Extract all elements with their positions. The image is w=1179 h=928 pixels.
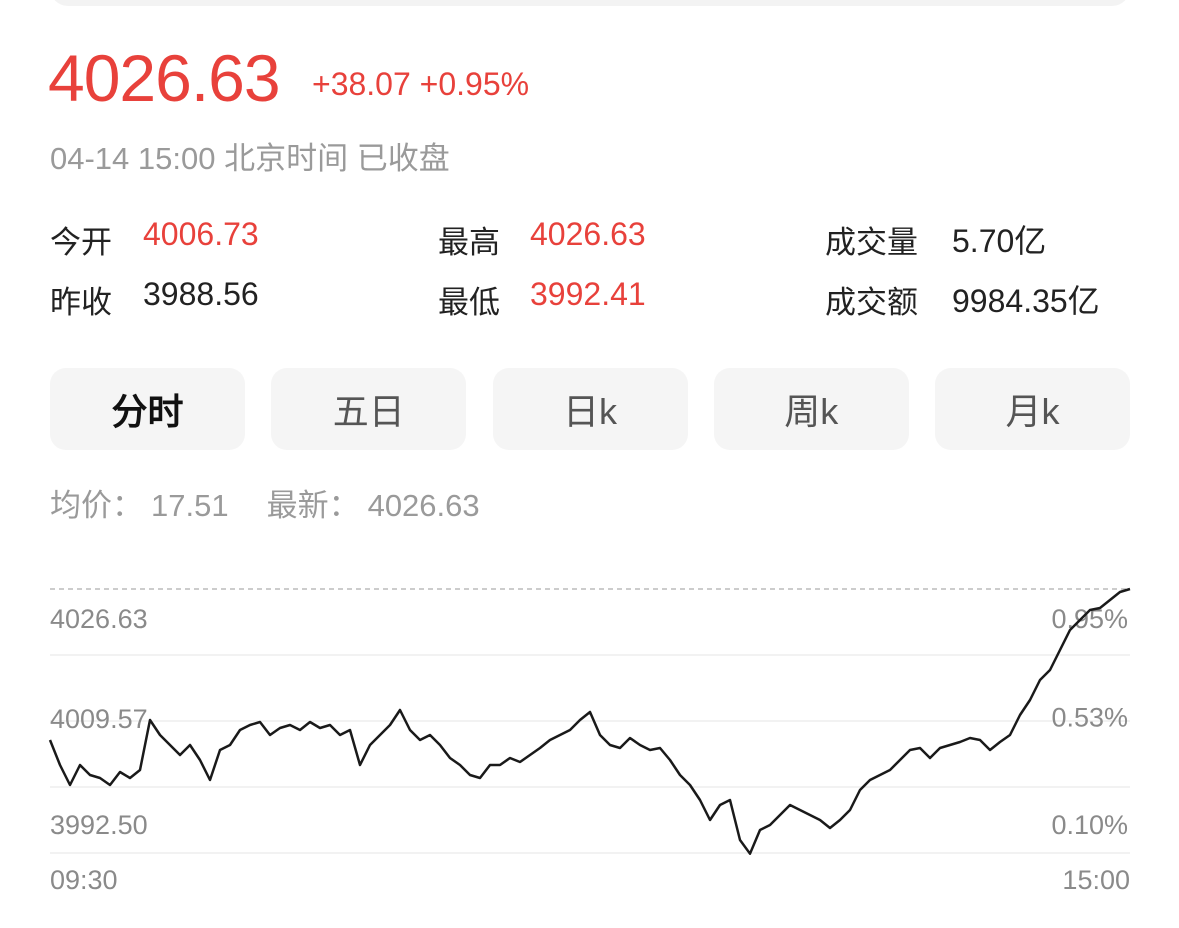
stat-value: 3992.41 xyxy=(530,276,646,312)
info-value: 17.51 xyxy=(151,488,229,523)
y-tick-label: 3992.50 xyxy=(50,810,148,840)
y-tick-label: 4026.63 xyxy=(50,604,148,634)
search-bar[interactable] xyxy=(50,0,1130,6)
stat-value: 5.70亿 xyxy=(952,223,1047,259)
info-label: 均价： xyxy=(50,488,143,523)
change: +38.07 +0.95% xyxy=(312,66,529,103)
info-item: 最新： 4026.63 xyxy=(267,488,488,523)
status: 04-14 15:00 北京时间 已收盘 xyxy=(50,141,450,176)
x-tick-label: 15:00 xyxy=(1062,865,1130,895)
stat-label: 昨收 xyxy=(50,285,112,320)
info: 均价： 17.51 最新： 4026.63 xyxy=(50,480,518,525)
info-label: 最新： xyxy=(266,488,360,523)
change-value: +38.07 xyxy=(312,66,411,102)
stat-value: 3988.56 xyxy=(143,276,259,312)
stat-value: 9984.35亿 xyxy=(952,283,1100,319)
y2-tick-label: 0.10% xyxy=(1051,810,1128,840)
stat-label: 今开 xyxy=(50,225,112,260)
tab[interactable]: 分时 xyxy=(50,368,245,450)
y2-tick-label: 0.53% xyxy=(1051,703,1128,733)
stat-value: 4006.73 xyxy=(143,216,259,252)
stat-label: 最高 xyxy=(438,225,500,260)
x-tick-label: 09:30 xyxy=(50,865,118,895)
stat-label: 最低 xyxy=(438,285,500,320)
y-tick-label: 4009.57 xyxy=(50,704,148,734)
tab[interactable]: 五日 xyxy=(271,368,467,450)
change-percent: +0.95% xyxy=(419,66,530,102)
tab[interactable]: 周k xyxy=(713,368,909,450)
stat-label: 成交量 xyxy=(825,225,918,260)
stat-value: 4026.63 xyxy=(530,216,646,252)
tab[interactable]: 月k xyxy=(935,368,1130,450)
price-line xyxy=(48,587,1131,855)
price: 4026.63 xyxy=(48,41,281,115)
stat-label: 成交额 xyxy=(825,285,918,320)
info-value: 4026.63 xyxy=(367,488,480,523)
chart: 4026.63 4009.57 3992.50 0.95% 0.53% 0.10% 09:3… xyxy=(48,587,1131,895)
y2-tick-label: 0.95% xyxy=(1051,604,1128,634)
tab[interactable]: 日k xyxy=(492,368,688,450)
info-item: 均价： 17.51 xyxy=(50,488,237,523)
